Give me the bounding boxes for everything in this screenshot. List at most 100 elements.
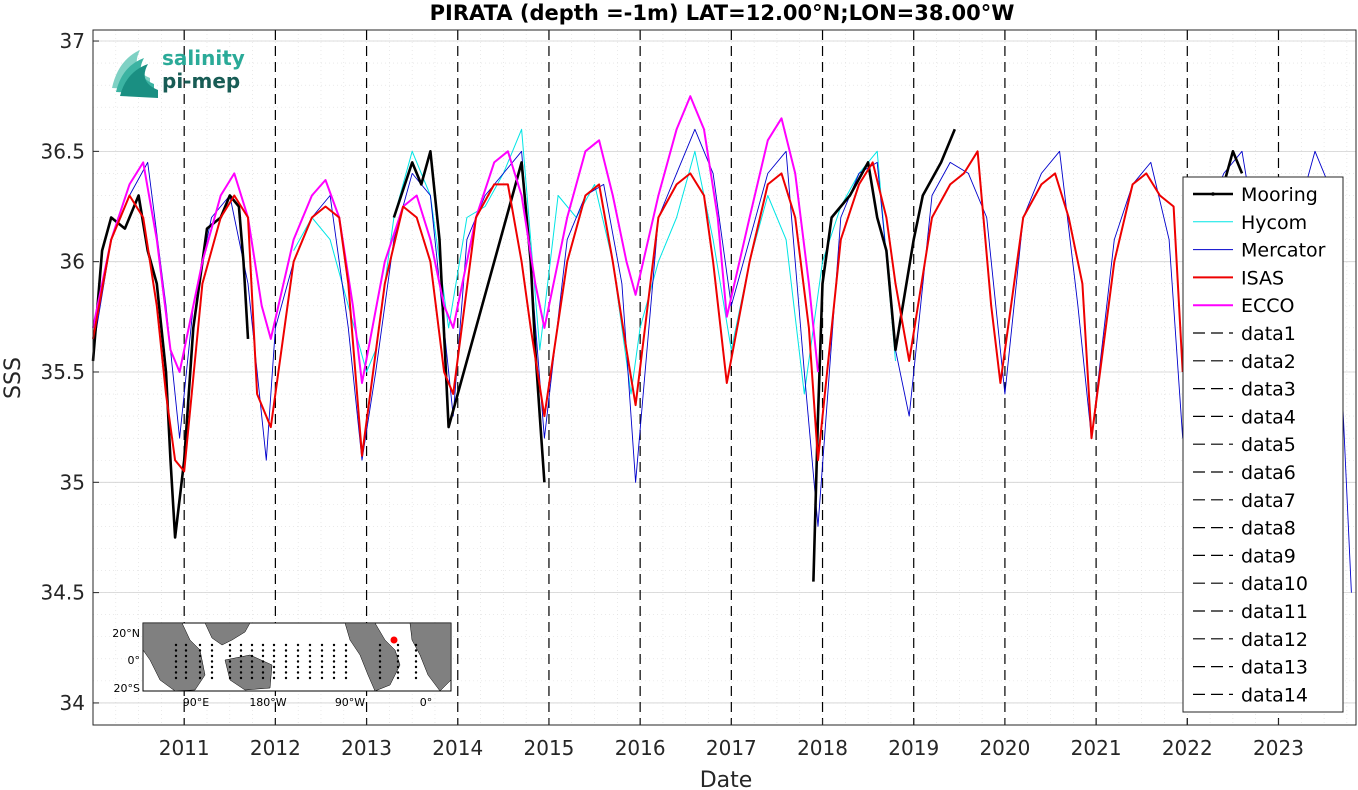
mooring-dot xyxy=(378,660,382,663)
mooring-dot xyxy=(332,660,336,663)
y-tick-label: 37 xyxy=(60,29,85,53)
mooring-dot xyxy=(184,676,188,680)
y-tick-label: 34 xyxy=(60,691,85,715)
mooring-dot xyxy=(250,676,254,680)
mooring-dot xyxy=(228,649,232,652)
mooring-dot xyxy=(284,660,288,663)
mooring-dot xyxy=(396,654,400,658)
series-line-ecco xyxy=(92,95,819,384)
mooring-dot xyxy=(261,643,265,647)
legend-entry-data4: data4 xyxy=(1241,406,1296,428)
selected-mooring-marker xyxy=(390,636,398,644)
legend-entry-mooring: Mooring xyxy=(1241,184,1318,206)
logo-waves-icon xyxy=(112,50,158,98)
mooring-dot xyxy=(198,665,202,669)
mooring-dot xyxy=(378,671,382,674)
mooring-dot xyxy=(261,671,265,674)
mooring-dot xyxy=(250,660,254,663)
mooring-dot xyxy=(261,649,265,652)
mooring-dot xyxy=(272,665,276,669)
x-tick-label: 2020 xyxy=(979,736,1030,760)
mooring-dot xyxy=(296,660,300,663)
mooring-dot xyxy=(344,649,348,652)
mooring-dot xyxy=(320,654,324,658)
mooring-dot xyxy=(228,665,232,669)
mooring-dot xyxy=(284,671,288,674)
mooring-dot xyxy=(332,676,336,680)
y-axis-label: SSS xyxy=(1,357,26,399)
mooring-dot xyxy=(320,660,324,663)
mooring-dot xyxy=(228,671,232,674)
legend-entry-data14: data14 xyxy=(1241,684,1308,706)
mooring-dot xyxy=(250,649,254,652)
inset-map: 20°N 0° 20°S 90°E 180°W 90°W 0° xyxy=(112,622,452,709)
mooring-dot xyxy=(308,665,312,669)
mooring-dot xyxy=(296,665,300,669)
mooring-dot xyxy=(184,649,188,652)
mooring-dot xyxy=(261,665,265,669)
mooring-dot xyxy=(396,649,400,652)
mooring-dot xyxy=(296,676,300,680)
mooring-dot xyxy=(308,654,312,658)
mooring-dot xyxy=(284,665,288,669)
legend-entry-data11: data11 xyxy=(1241,601,1308,623)
mooring-dot xyxy=(296,654,300,658)
mooring-dot xyxy=(210,671,214,674)
legend-entry-data3: data3 xyxy=(1241,379,1296,401)
mooring-dot xyxy=(378,665,382,669)
legend-entry-data8: data8 xyxy=(1241,518,1296,540)
year-dividers xyxy=(183,30,1280,725)
mooring-dot xyxy=(228,643,232,647)
mooring-dot xyxy=(396,676,400,680)
x-axis-label: Date xyxy=(700,768,753,790)
series-line-hycom xyxy=(293,128,896,395)
mooring-dot xyxy=(414,643,418,647)
mooring-dot xyxy=(239,643,243,647)
mooring-dot xyxy=(210,643,214,647)
mooring-dot xyxy=(284,676,288,680)
mooring-dot xyxy=(320,676,324,680)
mooring-dot xyxy=(320,665,324,669)
legend-marker xyxy=(1211,192,1215,196)
plot-area-border xyxy=(92,29,1357,726)
mooring-dot xyxy=(174,649,178,652)
mooring-dot xyxy=(308,649,312,652)
legend-entry-mercator: Mercator xyxy=(1241,240,1326,262)
legend: Mooring Hycom Mercator ISAS ECCO data1 data2 da… xyxy=(1182,176,1344,713)
x-tick-label: 2022 xyxy=(1162,736,1213,760)
mooring-dot xyxy=(396,643,400,647)
mooring-dot xyxy=(228,660,232,663)
mooring-dot xyxy=(174,665,178,669)
mooring-dot xyxy=(320,671,324,674)
mooring-dot xyxy=(174,654,178,658)
mooring-dot xyxy=(198,660,202,663)
mooring-dot xyxy=(332,665,336,669)
mooring-dot xyxy=(261,660,265,663)
x-tick-label: 2015 xyxy=(524,736,575,760)
x-tick-label: 2023 xyxy=(1253,736,1304,760)
legend-entry-data13: data13 xyxy=(1241,657,1308,679)
mooring-dot xyxy=(272,660,276,663)
inset-lon-label-90w: 90°W xyxy=(335,696,365,709)
mooring-dot xyxy=(332,671,336,674)
legend-entry-data10: data10 xyxy=(1241,573,1308,595)
inset-lat-label-20n: 20°N xyxy=(112,627,140,640)
mooring-dot xyxy=(414,649,418,652)
mooring-dot xyxy=(396,660,400,663)
mooring-dot xyxy=(210,654,214,658)
mooring-dot xyxy=(378,643,382,647)
x-tick-label: 2011 xyxy=(159,736,210,760)
mooring-dot xyxy=(198,649,202,652)
mooring-dot xyxy=(210,649,214,652)
legend-entry-data12: data12 xyxy=(1241,629,1308,651)
x-axis: 2011 2012 2013 2014 2015 2016 2017 2018 2019 2020… xyxy=(159,719,1304,760)
chart-title: PIRATA (depth =-1m) LAT=12.00°N;LON=38.0… xyxy=(430,1,1015,25)
legend-entry-hycom: Hycom xyxy=(1241,212,1307,234)
y-tick-label: 35 xyxy=(60,470,85,494)
mooring-dot xyxy=(332,643,336,647)
logo-text-salinity: salinity xyxy=(162,46,245,70)
mooring-dot xyxy=(332,649,336,652)
mooring-dot xyxy=(174,660,178,663)
y-tick-label: 35.5 xyxy=(40,360,85,384)
